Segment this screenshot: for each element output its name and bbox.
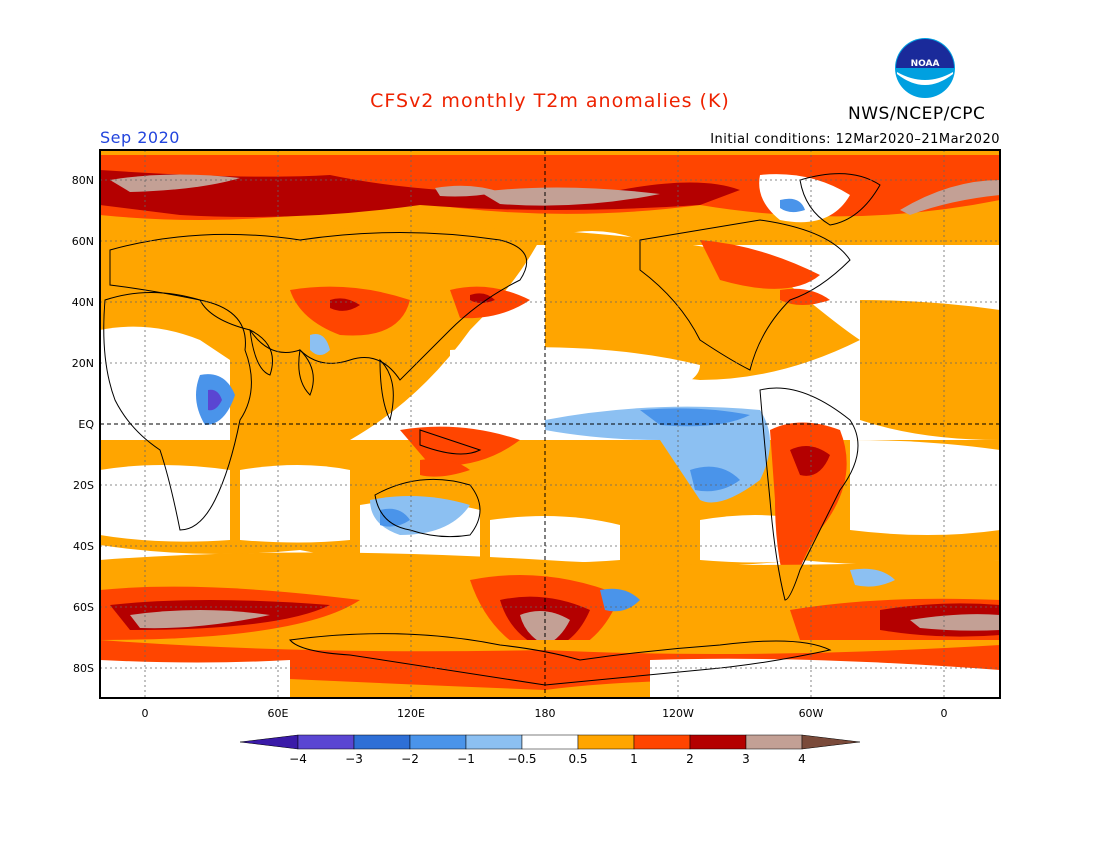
colorbar-swatch <box>521 734 579 750</box>
map-frame <box>99 149 1001 699</box>
colorbar-swatch <box>465 734 523 750</box>
anomaly-fill <box>100 150 1000 698</box>
lat-label: 60S <box>73 601 94 614</box>
plot-area <box>99 149 1001 699</box>
longitude-labels: 0 60E 120E 180 120W 60W 0 <box>142 707 948 720</box>
colorbar-swatch <box>409 734 467 750</box>
colorbar-swatch <box>353 734 411 750</box>
colorbar-label: 4 <box>798 752 806 766</box>
lon-label: 120E <box>397 707 425 720</box>
lat-label: 80S <box>73 662 94 675</box>
organization-label: NWS/NCEP/CPC <box>848 104 986 124</box>
lat-label: 40S <box>73 540 94 553</box>
colorbar-label: −4 <box>289 752 307 766</box>
colorbar-swatch <box>297 734 355 750</box>
colorbar-label: 3 <box>742 752 750 766</box>
lat-label: 60N <box>72 235 94 248</box>
colorbar: −4 −3 −2 −1 −0.5 0.5 1 2 3 4 <box>239 734 861 766</box>
lon-label: 0 <box>941 707 948 720</box>
colorbar-label: −2 <box>401 752 419 766</box>
lon-label: 60W <box>799 707 824 720</box>
lat-label: 40N <box>72 296 94 309</box>
colorbar-swatch <box>577 734 635 750</box>
valid-month-label: Sep 2020 <box>100 128 180 147</box>
colorbar-right-arrow <box>801 734 861 750</box>
initial-conditions-label: Initial conditions: 12Mar2020–21Mar2020 <box>710 132 1000 147</box>
colorbar-swatch <box>689 734 747 750</box>
lon-label: 120W <box>662 707 694 720</box>
lon-label: 180 <box>535 707 556 720</box>
colorbar-label: −0.5 <box>507 752 536 766</box>
colorbar-left-arrow <box>239 734 299 750</box>
colorbar-label: −1 <box>457 752 475 766</box>
lon-label: 60E <box>268 707 289 720</box>
logo-text: NOAA <box>911 59 940 69</box>
colorbar-swatch <box>745 734 803 750</box>
graticule <box>100 150 1000 698</box>
latitude-labels: 80N 60N 40N 20N EQ 20S 40S 60S 80S <box>72 174 95 675</box>
noaa-logo: NOAA <box>895 38 955 98</box>
lat-label: 20N <box>72 357 94 370</box>
colorbar-label: 2 <box>686 752 694 766</box>
map-title: CFSv2 monthly T2m anomalies (K) <box>370 90 730 112</box>
colorbar-label: 0.5 <box>568 752 587 766</box>
lat-label: EQ <box>78 418 94 431</box>
colorbar-label: 1 <box>630 752 638 766</box>
coastlines <box>103 173 881 686</box>
lat-label: 80N <box>72 174 94 187</box>
lon-label: 0 <box>142 707 149 720</box>
colorbar-label: −3 <box>345 752 363 766</box>
colorbar-swatch <box>633 734 691 750</box>
lat-label: 20S <box>73 479 94 492</box>
